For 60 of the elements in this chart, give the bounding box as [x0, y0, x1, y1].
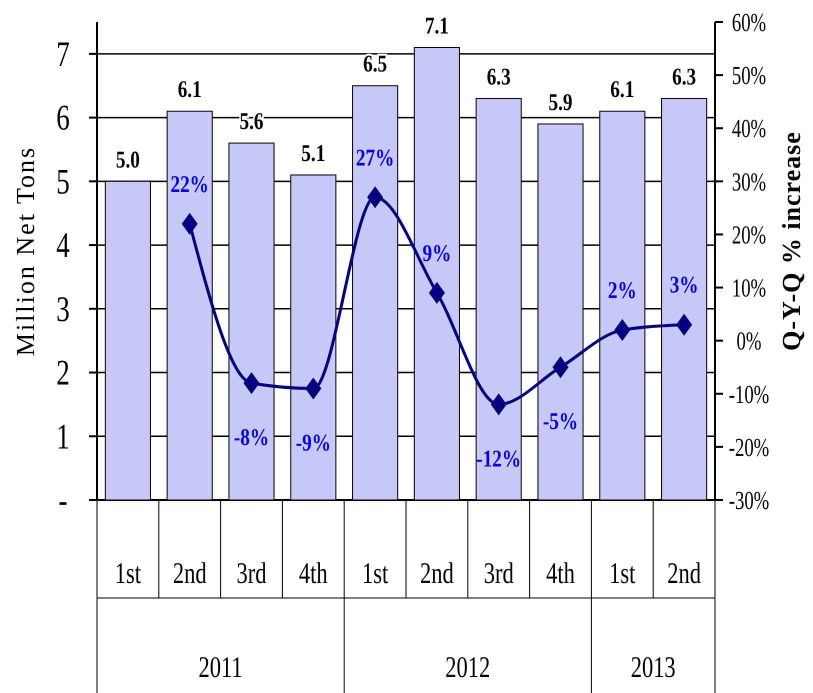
x-tick-label: 1st — [114, 556, 142, 590]
y2-tick-label: 10% — [732, 274, 766, 302]
data-label: 27% — [356, 144, 394, 171]
y2-tick-label: 50% — [732, 61, 766, 90]
x-tick-label: 1st — [609, 556, 636, 590]
x-tick-label: 4th — [298, 556, 328, 590]
y2-tick-label: 0% — [736, 326, 762, 356]
point — [244, 372, 260, 394]
data-label: 6.5 — [363, 50, 388, 78]
x-tick-label: 3rd — [484, 556, 514, 590]
point — [367, 186, 384, 208]
data-label: -8% — [234, 424, 270, 451]
y-tick-label: - — [58, 480, 68, 520]
y2-tick-label: 60% — [732, 8, 766, 37]
data-label: -5% — [542, 408, 578, 435]
data-label: 6.3 — [486, 64, 511, 90]
y2-axis-title: Q-Y-Q % increase — [777, 131, 806, 351]
data-label: 6.1 — [178, 76, 202, 103]
y2-tick-label: -20% — [728, 432, 770, 462]
y2-tick-label: -30% — [728, 486, 770, 515]
text: 2012 — [445, 650, 490, 684]
text: 2011 — [198, 650, 243, 684]
x-tick-label: 2nd — [667, 556, 701, 590]
x-tick-label: 4th — [546, 556, 575, 590]
data-label: 22% — [170, 170, 209, 198]
point — [490, 393, 507, 416]
y2-tick-label: 20% — [732, 220, 766, 250]
y-tick-label: 6 — [56, 98, 70, 138]
y-tick-label: 3 — [56, 289, 70, 329]
data-label: 6.1 — [610, 76, 634, 103]
data-label: 5.9 — [548, 88, 573, 116]
y2-tick-label: 40% — [732, 114, 766, 143]
y-tick-label: 5 — [56, 162, 70, 202]
x-tick-label: 1st — [362, 556, 389, 590]
data-label: 7.1 — [424, 12, 449, 40]
point — [676, 314, 692, 336]
data-label: -9% — [296, 429, 331, 456]
data-label: 5.0 — [116, 146, 140, 173]
point — [428, 282, 445, 304]
y2-tick-label: 30% — [732, 167, 766, 196]
data-label: 3% — [670, 272, 698, 298]
point — [614, 319, 630, 342]
data-label: -12% — [476, 445, 522, 472]
point — [305, 377, 322, 400]
y-tick-label: 4 — [56, 225, 70, 265]
data-label: 5.1 — [301, 140, 326, 166]
y-tick-label: 2 — [56, 352, 70, 392]
y-axis-title: Million Net Tons — [11, 146, 40, 356]
data-label: 9% — [422, 240, 452, 266]
x-tick-label: 3rd — [236, 556, 266, 590]
y-tick-label: 7 — [56, 34, 70, 74]
data-label: 6.3 — [672, 64, 696, 90]
y2-tick-label: -10% — [728, 380, 770, 409]
x-tick-label: 2nd — [172, 556, 207, 590]
point — [552, 356, 568, 378]
x-tick-label: 2nd — [420, 556, 454, 590]
text: 2013 — [630, 650, 676, 684]
data-label: 2% — [608, 277, 637, 304]
point — [182, 212, 198, 235]
y-tick-label: 1 — [56, 416, 70, 456]
